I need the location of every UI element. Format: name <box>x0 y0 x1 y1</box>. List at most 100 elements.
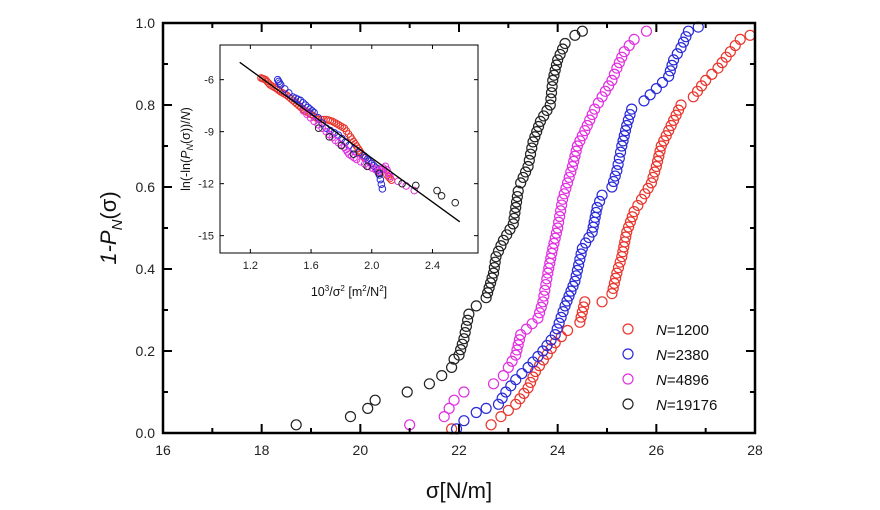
inset-data-point <box>433 186 441 195</box>
inset-data-point <box>363 162 372 171</box>
data-point <box>553 216 565 228</box>
data-point <box>579 125 591 137</box>
inset-x-tick-label: 1.6 <box>303 260 318 272</box>
data-point <box>734 33 746 46</box>
series-n1200 <box>446 29 756 435</box>
inset-data-point <box>383 166 391 174</box>
data-point <box>632 199 644 212</box>
data-point <box>570 145 582 157</box>
inset-y-tick-label: -15 <box>198 231 214 243</box>
data-point <box>532 312 544 324</box>
inset-data-point <box>337 141 346 150</box>
inset-ylabel-post: ) <box>179 107 193 111</box>
legend-marker <box>622 373 634 385</box>
legend-var: N <box>656 322 667 339</box>
data-point <box>596 91 608 103</box>
inset-data-point <box>336 122 345 130</box>
data-point <box>596 189 608 201</box>
data-point <box>622 221 635 233</box>
series-n4896 <box>404 25 653 431</box>
data-point <box>560 182 572 194</box>
data-point <box>599 85 611 97</box>
inset-data-point <box>381 162 390 171</box>
data-point <box>480 292 492 304</box>
inset-data-point <box>360 160 369 168</box>
data-point <box>524 376 537 389</box>
data-point <box>574 316 586 328</box>
data-point <box>541 273 553 285</box>
series-n2380 <box>450 21 704 435</box>
data-point <box>495 411 507 423</box>
data-point <box>729 39 741 52</box>
data-point <box>555 331 567 343</box>
main-axis-ticks: 16 18 20 22 24 26 280.00.20.40.60.81.0 <box>136 15 763 458</box>
data-point <box>492 398 505 410</box>
legend-label: N=2380 <box>656 347 709 364</box>
inset-data-point <box>275 79 284 87</box>
data-point <box>523 154 535 166</box>
ylabel-sub: N <box>109 219 126 230</box>
inset-series-3 <box>314 124 460 207</box>
data-point <box>573 259 585 271</box>
data-point <box>606 181 618 193</box>
data-point <box>511 344 523 356</box>
inset-axis-ticks: 1.2 1.6 2.0 2.4 -6 -9 -12 -15 <box>198 45 478 272</box>
data-point <box>487 267 500 279</box>
data-point <box>617 135 629 147</box>
data-point <box>548 237 560 249</box>
data-point <box>744 29 756 41</box>
inset-data-point <box>332 119 341 128</box>
x-tick-label: 24 <box>550 442 566 458</box>
data-point <box>559 37 571 50</box>
inset-data-point <box>375 169 384 178</box>
inset-y-tick-label: -9 <box>204 127 214 139</box>
inset-data-point <box>394 177 402 186</box>
inset-data-point <box>325 133 334 141</box>
data-point <box>504 223 516 235</box>
legend-var: N <box>656 397 667 414</box>
data-point <box>575 248 587 260</box>
data-point <box>540 278 552 291</box>
data-point <box>576 25 588 37</box>
data-point <box>526 142 538 154</box>
data-point <box>548 69 560 81</box>
data-point <box>591 201 603 214</box>
data-point <box>507 218 519 230</box>
inset-data-point <box>451 198 460 207</box>
data-point <box>651 155 664 167</box>
data-point <box>529 131 541 143</box>
inset-ylabel-sub: N <box>185 144 195 151</box>
data-point <box>510 201 522 214</box>
inset-data-point <box>328 117 337 126</box>
data-point <box>537 296 549 308</box>
data-point <box>557 306 569 318</box>
data-point <box>541 104 553 117</box>
data-point <box>492 245 505 257</box>
data-point <box>516 367 528 380</box>
data-point <box>610 272 622 284</box>
y-tick-label: 0.6 <box>136 179 156 195</box>
data-point <box>569 150 581 162</box>
data-point <box>642 182 654 194</box>
data-point <box>527 371 539 383</box>
legend-value: =19176 <box>667 397 717 414</box>
data-point <box>608 277 621 289</box>
inset-data-point <box>318 119 326 127</box>
inset-data-point <box>356 157 365 166</box>
data-point <box>596 296 608 308</box>
data-point <box>559 300 571 312</box>
data-point <box>614 256 626 268</box>
data-point <box>621 226 633 238</box>
legend-value: =2380 <box>667 347 709 364</box>
data-point <box>592 97 604 109</box>
data-point <box>344 411 357 423</box>
data-point <box>589 103 601 115</box>
data-point <box>458 386 470 398</box>
legend-var: N <box>656 372 667 389</box>
data-point <box>490 251 502 263</box>
data-point <box>462 314 474 326</box>
inset-y-tick-label: -6 <box>204 75 214 87</box>
data-point <box>533 307 546 319</box>
data-point <box>555 311 567 323</box>
data-point <box>463 308 475 320</box>
